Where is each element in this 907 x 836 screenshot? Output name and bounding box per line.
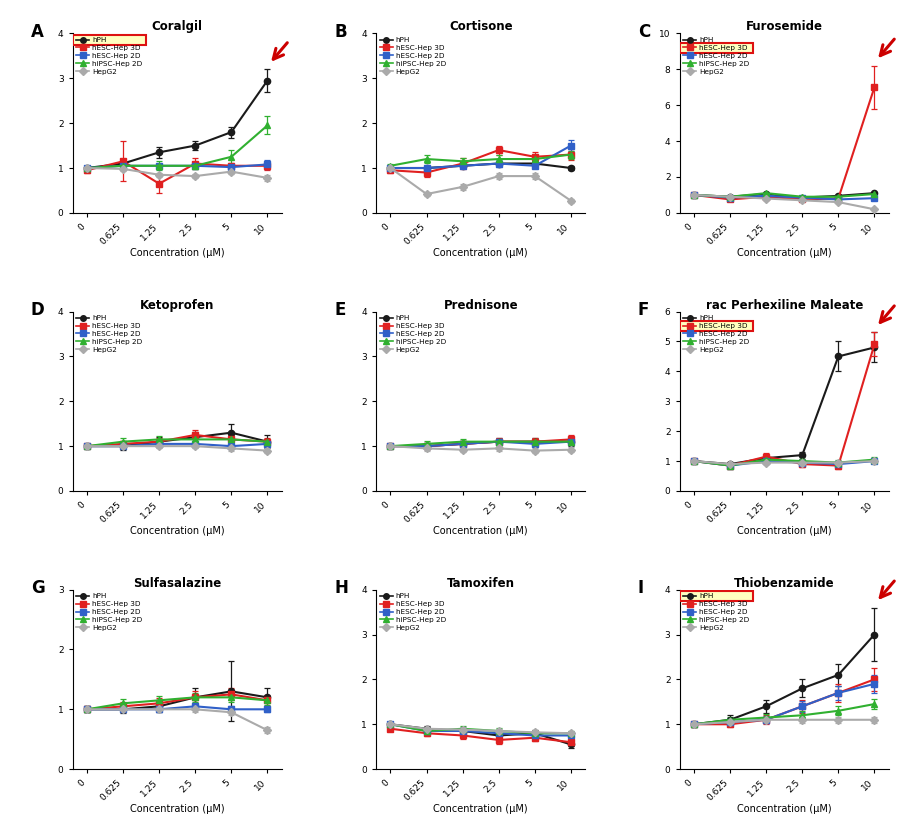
Text: F: F [638, 301, 649, 319]
FancyBboxPatch shape [679, 43, 753, 53]
Title: Prednisone: Prednisone [444, 298, 518, 312]
Title: Sulfasalazine: Sulfasalazine [133, 577, 221, 589]
Text: A: A [31, 23, 44, 41]
X-axis label: Concentration (μM): Concentration (μM) [130, 526, 225, 536]
Legend: hPH, hESC-Hep 3D, hESC-Hep 2D, hiPSC-Hep 2D, HepG2: hPH, hESC-Hep 3D, hESC-Hep 2D, hiPSC-Hep… [682, 36, 751, 76]
Title: Cortisone: Cortisone [449, 20, 512, 33]
Title: Thiobenzamide: Thiobenzamide [734, 577, 834, 589]
Text: D: D [31, 301, 44, 319]
FancyBboxPatch shape [679, 321, 753, 331]
X-axis label: Concentration (μM): Concentration (μM) [736, 526, 832, 536]
Title: Ketoprofen: Ketoprofen [140, 298, 214, 312]
Text: B: B [334, 23, 346, 41]
Legend: hPH, hESC-Hep 3D, hESC-Hep 2D, hiPSC-Hep 2D, HepG2: hPH, hESC-Hep 3D, hESC-Hep 2D, hiPSC-Hep… [74, 592, 143, 632]
Text: I: I [638, 579, 644, 597]
Legend: hPH, hESC-Hep 3D, hESC-Hep 2D, hiPSC-Hep 2D, HepG2: hPH, hESC-Hep 3D, hESC-Hep 2D, hiPSC-Hep… [682, 592, 751, 632]
Title: Furosemide: Furosemide [746, 20, 823, 33]
Title: Tamoxifen: Tamoxifen [447, 577, 514, 589]
FancyBboxPatch shape [73, 35, 146, 44]
Text: C: C [638, 23, 650, 41]
Title: Coralgil: Coralgil [151, 20, 202, 33]
X-axis label: Concentration (μM): Concentration (μM) [434, 804, 528, 814]
X-axis label: Concentration (μM): Concentration (μM) [434, 526, 528, 536]
Legend: hPH, hESC-Hep 3D, hESC-Hep 2D, hiPSC-Hep 2D, HepG2: hPH, hESC-Hep 3D, hESC-Hep 2D, hiPSC-Hep… [74, 314, 143, 354]
X-axis label: Concentration (μM): Concentration (μM) [736, 247, 832, 257]
X-axis label: Concentration (μM): Concentration (μM) [434, 247, 528, 257]
Legend: hPH, hESC-Hep 3D, hESC-Hep 2D, hiPSC-Hep 2D, HepG2: hPH, hESC-Hep 3D, hESC-Hep 2D, hiPSC-Hep… [378, 314, 447, 354]
Text: G: G [31, 579, 44, 597]
Title: rac Perhexiline Maleate: rac Perhexiline Maleate [706, 298, 863, 312]
Legend: hPH, hESC-Hep 3D, hESC-Hep 2D, hiPSC-Hep 2D, HepG2: hPH, hESC-Hep 3D, hESC-Hep 2D, hiPSC-Hep… [378, 592, 447, 632]
Legend: hPH, hESC-Hep 3D, hESC-Hep 2D, hiPSC-Hep 2D, HepG2: hPH, hESC-Hep 3D, hESC-Hep 2D, hiPSC-Hep… [74, 36, 143, 76]
Legend: hPH, hESC-Hep 3D, hESC-Hep 2D, hiPSC-Hep 2D, HepG2: hPH, hESC-Hep 3D, hESC-Hep 2D, hiPSC-Hep… [378, 36, 447, 76]
X-axis label: Concentration (μM): Concentration (μM) [736, 804, 832, 814]
Text: H: H [334, 579, 348, 597]
X-axis label: Concentration (μM): Concentration (μM) [130, 247, 225, 257]
Text: E: E [334, 301, 346, 319]
X-axis label: Concentration (μM): Concentration (μM) [130, 804, 225, 814]
FancyBboxPatch shape [679, 591, 753, 601]
Legend: hPH, hESC-Hep 3D, hESC-Hep 2D, hiPSC-Hep 2D, HepG2: hPH, hESC-Hep 3D, hESC-Hep 2D, hiPSC-Hep… [682, 314, 751, 354]
